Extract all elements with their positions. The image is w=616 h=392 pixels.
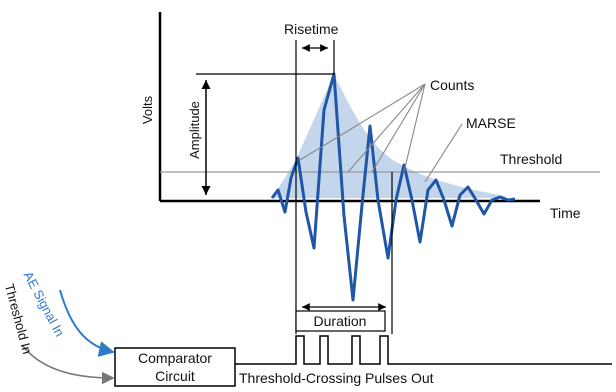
volts-label: Volts (140, 95, 155, 124)
comparator-box (114, 347, 236, 387)
counts-label: Counts (430, 77, 474, 93)
amplitude-label: Amplitude (187, 101, 202, 159)
counts-pointer-2 (347, 83, 426, 173)
duration-box (295, 310, 386, 332)
counts-pointer-1 (299, 83, 426, 161)
marse-label: MARSE (466, 115, 516, 131)
risetime-label: Risetime (284, 21, 339, 37)
comparator-label-line2: Circuit (155, 368, 195, 384)
marse-pointer (424, 123, 463, 183)
pulses-out-label: Threshold-Crossing Pulses Out (239, 370, 434, 386)
time-label: Time (550, 205, 581, 221)
marse-envelope (272, 74, 505, 198)
ae-waveform (270, 72, 516, 302)
comparator-label-line1: Comparator (138, 350, 212, 366)
counts-pointer-4 (403, 83, 426, 173)
counts-pointer-3 (371, 83, 426, 173)
duration-label: Duration (314, 313, 367, 329)
ae-signal-arrow (59, 289, 115, 357)
threshold-in-arrow (21, 344, 115, 385)
threshold-label: Threshold (500, 151, 562, 167)
pulse-train (235, 335, 612, 365)
